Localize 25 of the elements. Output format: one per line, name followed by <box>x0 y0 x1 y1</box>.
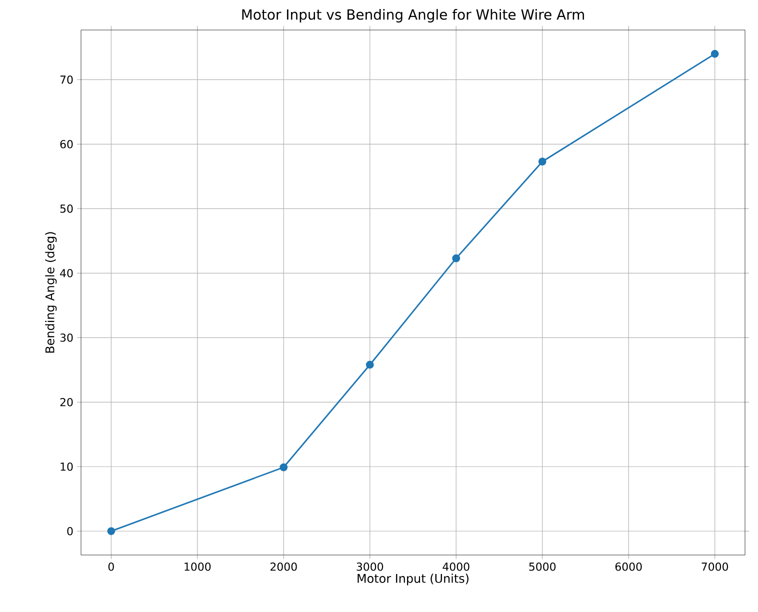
y-tick-label: 30 <box>60 334 73 342</box>
point <box>452 254 460 262</box>
x-tick-label: 2000 <box>270 562 297 571</box>
point <box>280 463 288 472</box>
x-tick-label: 0 <box>108 562 114 571</box>
y-tick-label: 0 <box>67 527 73 536</box>
point <box>366 360 374 369</box>
x-tick-label: 6000 <box>615 562 642 571</box>
point <box>538 158 546 166</box>
point <box>107 527 116 536</box>
x-tick-label: 1000 <box>184 562 211 571</box>
y-tick-label: 20 <box>60 398 73 406</box>
y-tick-label: 70 <box>60 76 73 84</box>
y-tick-label: 50 <box>60 204 73 213</box>
x-tick-label: 5000 <box>529 562 556 571</box>
chart-title: Motor Input vs Bending Angle for White Wire Arm <box>242 9 584 22</box>
y-tick-label: 40 <box>60 269 73 278</box>
point <box>710 50 719 58</box>
y-tick-label: 60 <box>60 140 73 148</box>
x-axis-title: Motor Input (Units) <box>358 574 468 586</box>
x-tick-label: 7000 <box>702 562 728 571</box>
y-axis-title: Bending Angle (deg) <box>45 232 57 353</box>
x-tick-label: 4000 <box>442 562 470 571</box>
x-tick-label: 3000 <box>356 562 384 571</box>
y-tick-label: 10 <box>60 462 73 471</box>
